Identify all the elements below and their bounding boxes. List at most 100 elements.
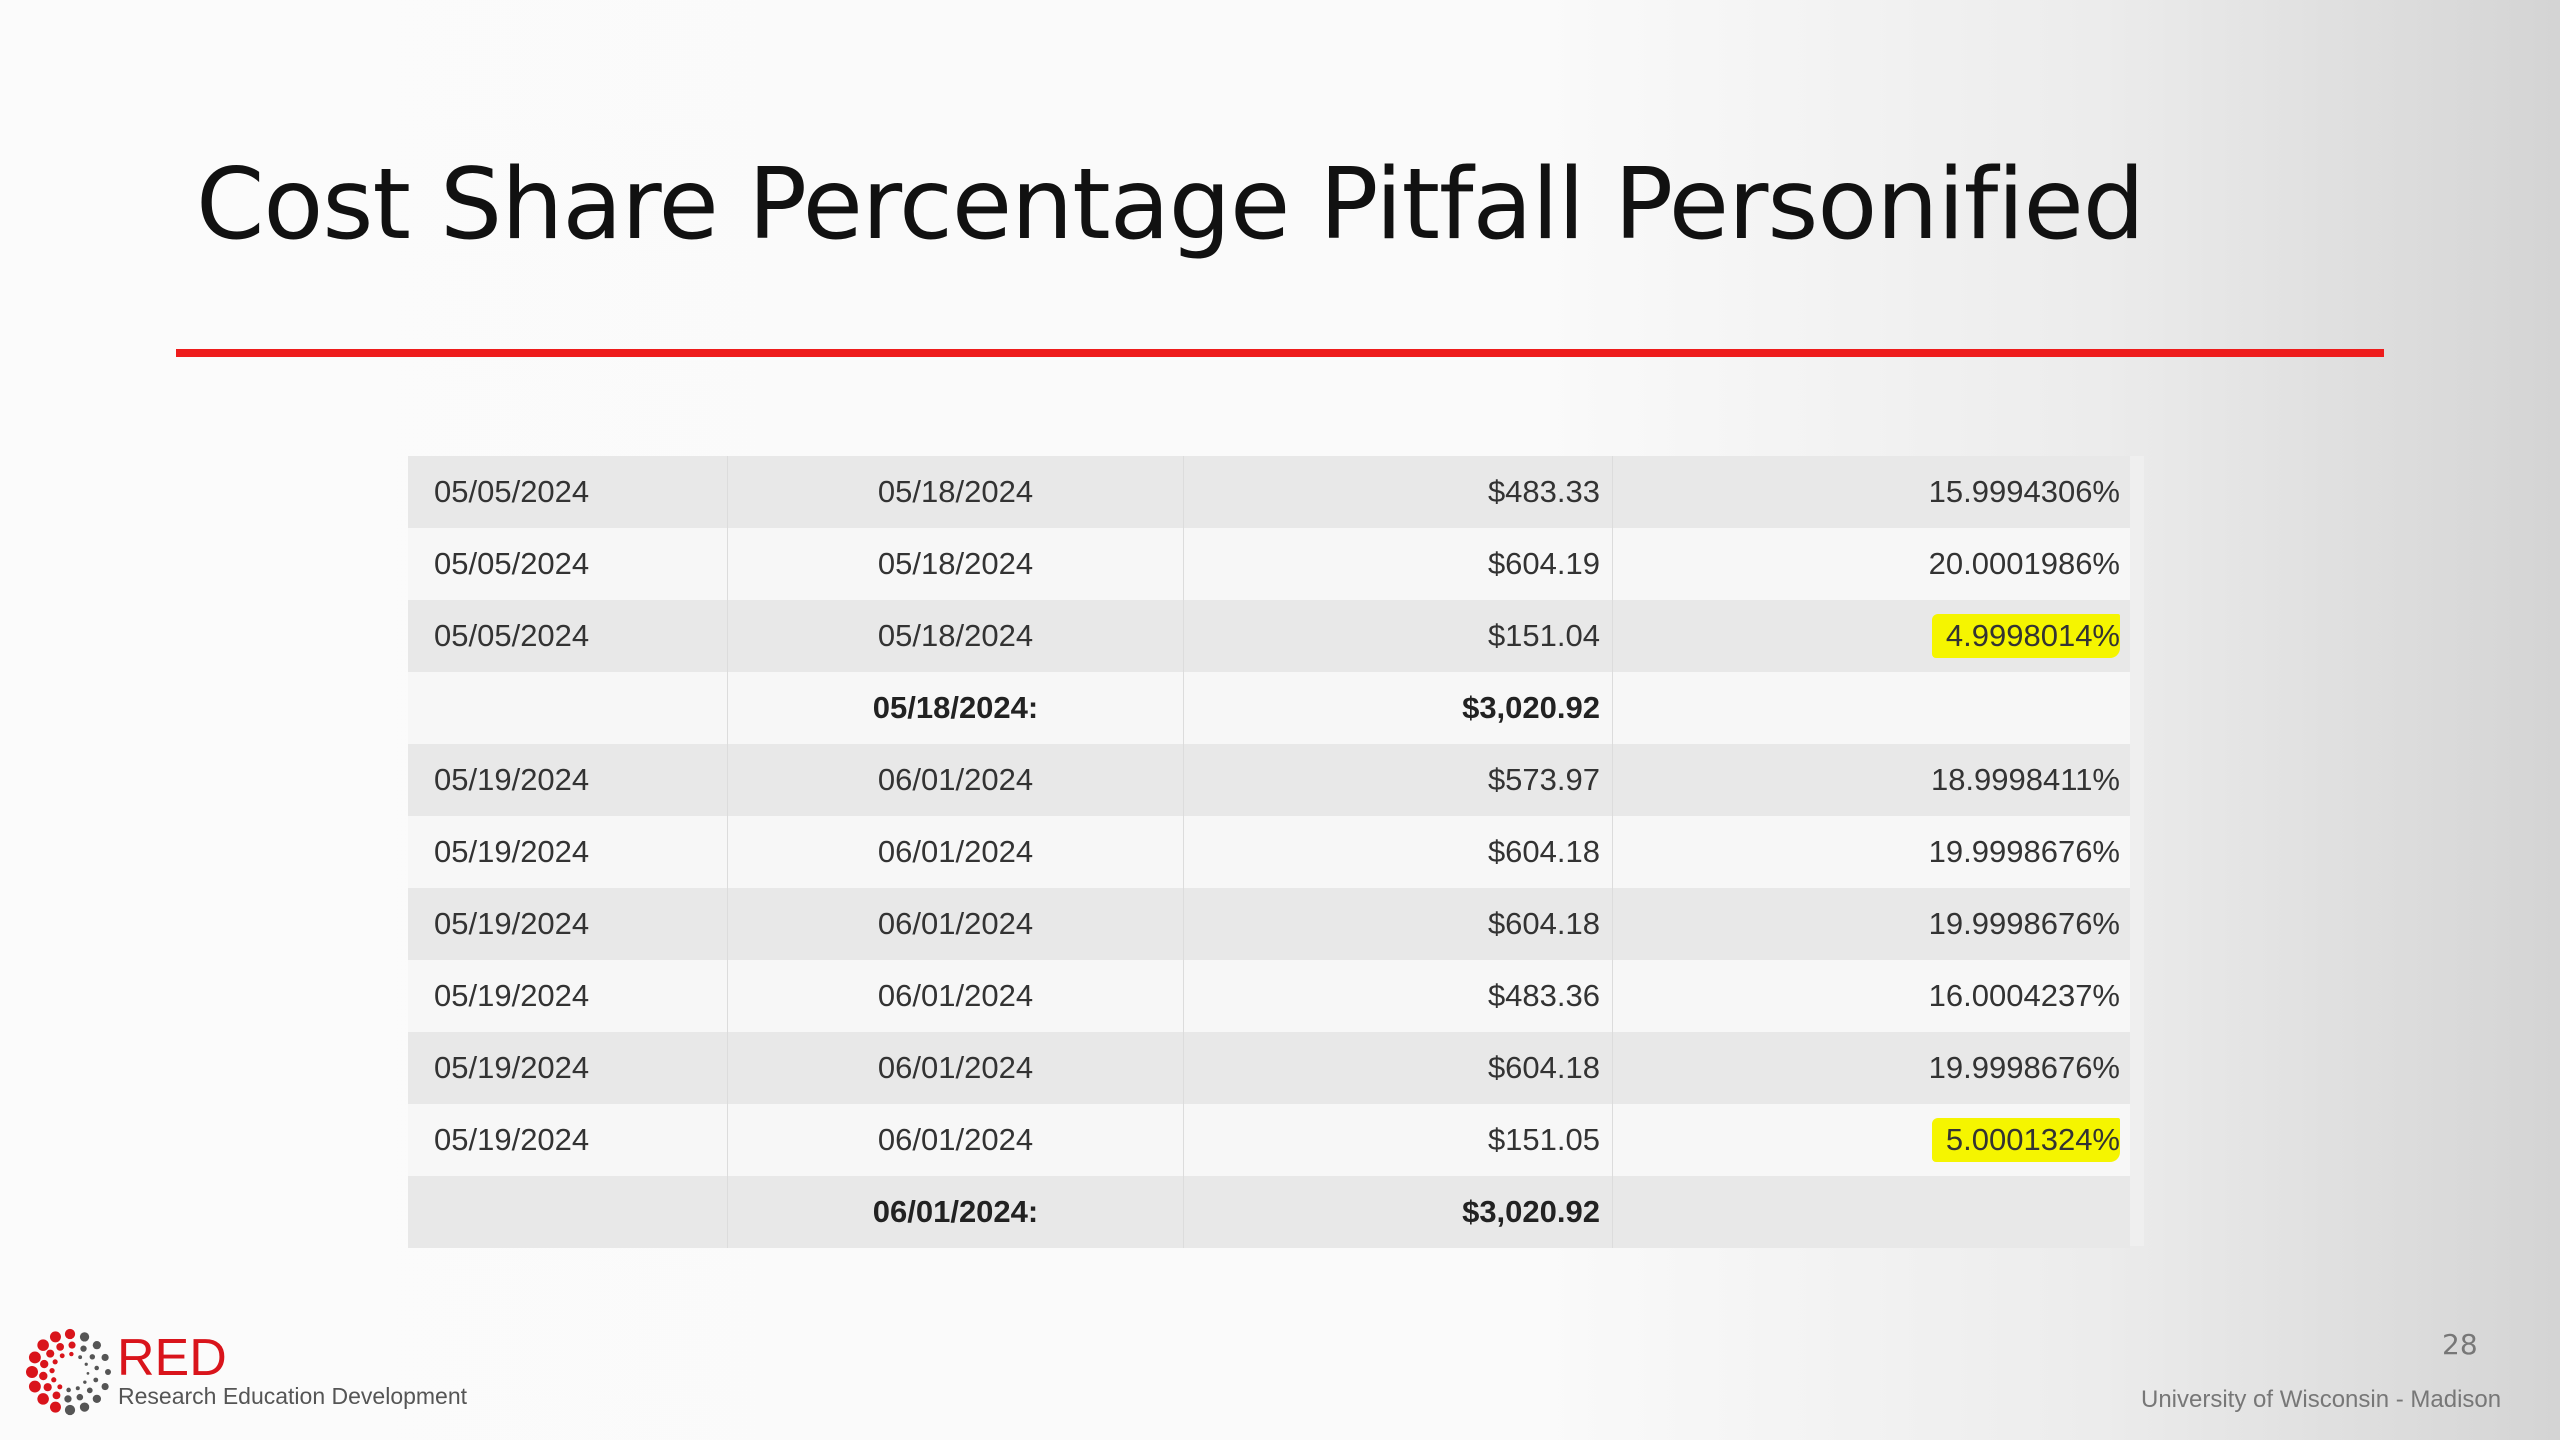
table-row: 05/19/2024 06/01/2024 $604.18 19.9998676% <box>408 1032 2130 1104</box>
amount-cell-text: $604.19 <box>1487 546 1600 581</box>
title-divider <box>176 349 2384 357</box>
percent-cell <box>1613 672 2130 744</box>
start-date-cell: 05/19/2024 <box>408 816 728 888</box>
end-date-cell-text: 06/01/2024 <box>877 1050 1034 1085</box>
start-date-cell: 05/19/2024 <box>408 1032 728 1104</box>
logo-dot <box>64 1404 76 1416</box>
logo-dot <box>49 1331 61 1343</box>
logo-dot <box>59 1353 65 1359</box>
table-row: 05/19/2024 06/01/2024 $604.18 19.9998676% <box>408 816 2130 888</box>
end-date-cell-text: 05/18/2024: <box>872 690 1039 725</box>
table-row: 05/05/2024 05/18/2024 $151.04 4.9998014% <box>408 600 2130 672</box>
end-date-cell: 05/18/2024 <box>728 528 1184 600</box>
logo-dot <box>49 1401 61 1413</box>
end-date-cell: 06/01/2024: <box>728 1176 1184 1248</box>
amount-cell-text: $3,020.92 <box>1462 1194 1600 1229</box>
amount-cell-text: $151.05 <box>1487 1122 1600 1157</box>
slide-title: Cost Share Percentage Pitfall Personifie… <box>196 148 2145 262</box>
percent-cell-text: 19.9998676% <box>1928 1050 2120 1085</box>
logo-dot <box>39 1371 48 1381</box>
logo-dot <box>46 1349 55 1358</box>
logo-dot <box>101 1382 109 1391</box>
red-logo-icon <box>26 1328 111 1416</box>
amount-cell: $604.18 <box>1184 1032 1613 1104</box>
amount-cell-text: $604.18 <box>1487 906 1600 941</box>
start-date-cell <box>408 1176 728 1248</box>
logo-dot <box>28 1380 41 1393</box>
percent-cell <box>1613 1176 2130 1248</box>
end-date-cell: 06/01/2024 <box>728 1104 1184 1176</box>
logo-dot <box>89 1354 96 1360</box>
end-date-cell-text: 06/01/2024 <box>877 978 1034 1013</box>
start-date-cell-text: 05/05/2024 <box>434 618 590 653</box>
logo-subtitle: Research Education Development <box>118 1383 468 1409</box>
logo-dot <box>68 1341 76 1349</box>
logo-dot <box>57 1384 63 1390</box>
logo-dot <box>37 1339 49 1351</box>
end-date-cell-text: 05/18/2024 <box>877 618 1034 653</box>
amount-cell-text: $3,020.92 <box>1462 690 1600 725</box>
end-date-cell: 06/01/2024 <box>728 960 1184 1032</box>
start-date-cell-text: 05/19/2024 <box>434 834 590 869</box>
logo-dot <box>76 1393 84 1401</box>
amount-cell: $151.04 <box>1184 600 1613 672</box>
logo-dot <box>64 1395 72 1403</box>
amount-cell-text: $604.18 <box>1487 834 1600 869</box>
cost-share-table: 05/05/2024 05/18/2024 $483.33 15.9994306% 05… <box>408 456 2130 1248</box>
logo-dot <box>37 1393 49 1405</box>
start-date-cell: 05/19/2024 <box>408 960 728 1032</box>
end-date-cell: 06/01/2024 <box>728 816 1184 888</box>
end-date-cell: 06/01/2024 <box>728 1032 1184 1104</box>
percent-cell: 18.9998411% <box>1613 744 2130 816</box>
table-row: 05/05/2024 05/18/2024 $604.19 20.0001986% <box>408 528 2130 600</box>
start-date-cell-text: 05/19/2024 <box>434 1122 590 1157</box>
table-row: 05/19/2024 06/01/2024 $483.36 16.0004237% <box>408 960 2130 1032</box>
end-date-cell-text: 06/01/2024 <box>877 834 1034 869</box>
logo-dot <box>75 1386 80 1391</box>
end-date-cell-text: 06/01/2024 <box>877 1122 1034 1157</box>
amount-cell-text: $483.36 <box>1487 978 1600 1013</box>
logo-dot <box>56 1343 64 1351</box>
end-date-cell-text: 06/01/2024 <box>877 906 1034 941</box>
end-date-cell: 06/01/2024 <box>728 888 1184 960</box>
amount-cell: $3,020.92 <box>1184 672 1613 744</box>
logo-dot <box>52 1359 58 1365</box>
highlighted-percent: 4.9998014% <box>1931 614 2120 658</box>
amount-cell: $483.33 <box>1184 456 1613 528</box>
amount-cell: $604.18 <box>1184 888 1613 960</box>
end-date-cell-text: 05/18/2024 <box>877 546 1034 581</box>
amount-cell-text: $573.97 <box>1487 762 1600 797</box>
percent-cell: 15.9994306% <box>1613 456 2130 528</box>
start-date-cell-text: 05/19/2024 <box>434 1050 590 1085</box>
start-date-cell-text: 05/05/2024 <box>434 474 590 509</box>
logo-dot <box>78 1355 83 1360</box>
logo-dot <box>28 1351 41 1364</box>
percent-cell: 19.9998676% <box>1613 888 2130 960</box>
amount-cell: $573.97 <box>1184 744 1613 816</box>
amount-cell: $604.19 <box>1184 528 1613 600</box>
end-date-cell-text: 06/01/2024 <box>877 762 1034 797</box>
logo-dot <box>52 1391 61 1400</box>
percent-cell-text: 16.0004237% <box>1928 978 2120 1013</box>
logo-dot <box>94 1365 99 1371</box>
table-row: 05/05/2024 05/18/2024 $483.33 15.9994306% <box>408 456 2130 528</box>
end-date-cell-text: 06/01/2024: <box>872 1194 1039 1229</box>
logo-dot <box>79 1402 90 1412</box>
subtotal-row: 05/18/2024: $3,020.92 <box>408 672 2130 744</box>
percent-cell: 19.9998676% <box>1613 816 2130 888</box>
percent-cell: 20.0001986% <box>1613 528 2130 600</box>
amount-cell-text: $483.33 <box>1487 474 1600 509</box>
amount-cell: $483.36 <box>1184 960 1613 1032</box>
percent-cell-text: 15.9994306% <box>1928 474 2120 509</box>
logo-dot <box>66 1387 71 1393</box>
logo-dot <box>80 1345 87 1352</box>
amount-cell-text: $604.18 <box>1487 1050 1600 1085</box>
logo-dot <box>69 1351 74 1357</box>
percent-cell: 19.9998676% <box>1613 1032 2130 1104</box>
table-row: 05/19/2024 06/01/2024 $151.05 5.0001324% <box>408 1104 2130 1176</box>
amount-cell: $604.18 <box>1184 816 1613 888</box>
start-date-cell: 05/19/2024 <box>408 1104 728 1176</box>
percent-cell-text: 19.9998676% <box>1928 834 2120 869</box>
logo-dot <box>86 1387 93 1394</box>
start-date-cell: 05/05/2024 <box>408 528 728 600</box>
